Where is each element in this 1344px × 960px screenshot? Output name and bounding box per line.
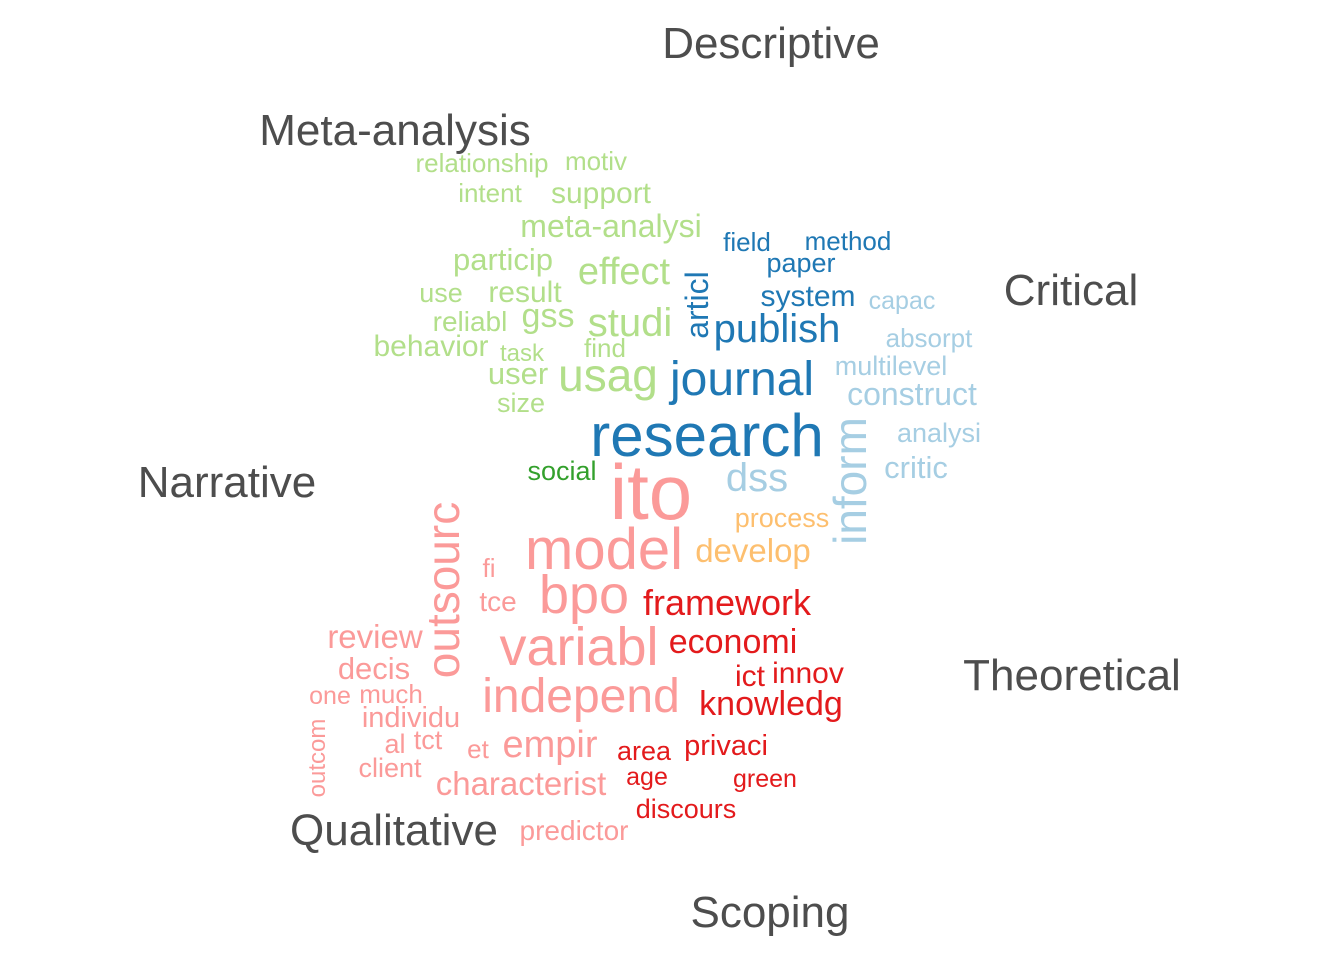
- word-area: area: [617, 736, 672, 766]
- word-variabl: variabl: [499, 617, 658, 677]
- word-method: method: [805, 226, 892, 256]
- category-label-critical: Critical: [1004, 266, 1138, 315]
- word-decis: decis: [338, 651, 410, 686]
- word-model: model: [525, 517, 683, 582]
- category-label-narrative: Narrative: [138, 458, 317, 507]
- word-publish: publish: [714, 307, 841, 351]
- word-discours: discours: [636, 794, 737, 824]
- word-relationship: relationship: [416, 148, 549, 178]
- category-label-theoretical: Theoretical: [963, 651, 1181, 700]
- word-use: use: [419, 278, 463, 308]
- word-find: find: [584, 333, 626, 363]
- word-particip: particip: [453, 242, 553, 277]
- word-independ: independ: [482, 670, 680, 723]
- word-behavior: behavior: [373, 330, 488, 363]
- category-label-meta-analysis: Meta-analysis: [259, 106, 530, 155]
- word-age: age: [626, 763, 668, 791]
- category-label-qualitative: Qualitative: [290, 806, 498, 855]
- word-review: review: [327, 618, 423, 655]
- word-journal: journal: [668, 353, 814, 406]
- word-privaci: privaci: [684, 730, 768, 762]
- word-innov: innov: [772, 657, 844, 690]
- word-size: size: [497, 388, 545, 418]
- word-reliabl: reliabl: [433, 306, 508, 337]
- word-capac: capac: [869, 287, 936, 315]
- word-construct: construct: [847, 376, 977, 412]
- word-fi: fi: [483, 553, 496, 583]
- word-tct: tct: [414, 725, 443, 755]
- word-absorpt: absorpt: [886, 323, 973, 353]
- word-result: result: [488, 276, 562, 309]
- word-social: social: [527, 456, 596, 486]
- word-ict: ict: [735, 660, 766, 693]
- word-green: green: [733, 765, 797, 793]
- word-motiv: motiv: [565, 146, 627, 176]
- word-task: task: [500, 340, 545, 367]
- word-paper: paper: [766, 248, 835, 278]
- category-label-scoping: Scoping: [690, 888, 849, 937]
- word-effect: effect: [578, 251, 671, 293]
- word-intent: intent: [458, 178, 522, 208]
- category-label-descriptive: Descriptive: [662, 19, 880, 68]
- word-user: user: [488, 356, 548, 391]
- word-tce: tce: [479, 586, 516, 617]
- word-research: research: [590, 402, 823, 469]
- word-support: support: [551, 177, 652, 210]
- word-individu: individu: [362, 702, 460, 734]
- word-bpo: bpo: [539, 565, 629, 625]
- word-et: et: [467, 734, 489, 764]
- word-system: system: [760, 280, 855, 313]
- word-much: much: [359, 679, 423, 709]
- word-critic: critic: [884, 450, 948, 485]
- word-framework: framework: [643, 582, 812, 623]
- word-outsourc: outsourc: [417, 502, 469, 678]
- word-outcom: outcom: [304, 719, 331, 798]
- word-multilevel: multilevel: [835, 351, 948, 381]
- word-articl: articl: [679, 271, 715, 339]
- word-usag: usag: [558, 349, 658, 401]
- word-studi: studi: [588, 301, 673, 345]
- word-process: process: [735, 503, 830, 533]
- word-empir: empir: [502, 724, 597, 766]
- word-al: al: [384, 729, 405, 759]
- word-analysi: analysi: [897, 418, 981, 448]
- word-meta-analysi: meta-analysi: [520, 208, 701, 244]
- word-knowledg: knowledg: [699, 685, 843, 723]
- word-gss: gss: [522, 297, 575, 335]
- word-characterist: characterist: [436, 765, 607, 802]
- word-field: field: [723, 227, 771, 257]
- word-develop: develop: [695, 532, 811, 569]
- word-inform: inform: [824, 417, 876, 545]
- word-dss: dss: [726, 456, 788, 500]
- word-ito: ito: [610, 448, 692, 536]
- word-economi: economi: [669, 623, 798, 661]
- word-one: one: [309, 682, 351, 710]
- word-predictor: predictor: [520, 815, 629, 846]
- word-client: client: [358, 753, 422, 783]
